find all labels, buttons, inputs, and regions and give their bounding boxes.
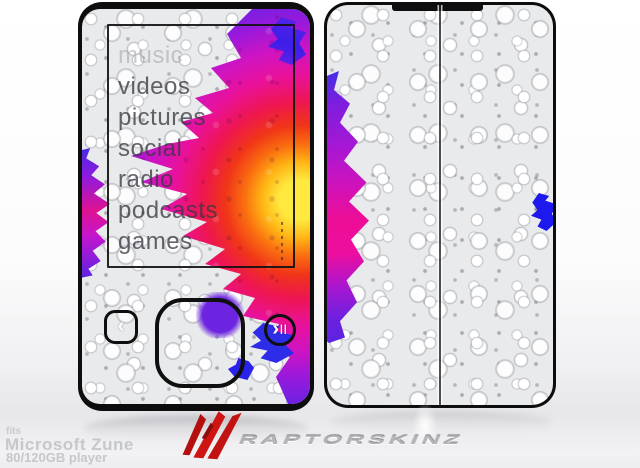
front-skin-splatter: music videos pictures social radio podca…: [82, 9, 310, 404]
zune-menu: music videos pictures social radio podca…: [109, 26, 293, 257]
back-chevron-icon: ‹: [117, 314, 125, 337]
zune-front-device: music videos pictures social radio podca…: [78, 2, 314, 411]
zune-control-pad: [155, 298, 245, 388]
paint-blob-left-edge: [82, 148, 110, 278]
wraptorskinz-logo: RAPTORSKINZ: [180, 409, 510, 467]
menu-item-videos: videos: [118, 73, 191, 100]
back-skin-panels: [324, 2, 556, 408]
menu-item-podcasts: podcasts: [118, 197, 219, 224]
back-skin-splatter: [327, 5, 553, 405]
menu-item-games: games: [118, 228, 193, 255]
wraptorskinz-logo-text: RAPTORSKINZ: [236, 433, 467, 447]
panel-top-notch: [392, 5, 483, 11]
zune-play-pause-button: › ||: [264, 314, 296, 346]
menu-item-pictures: pictures: [118, 104, 207, 131]
zune-back-button: ‹: [104, 310, 138, 344]
play-icon: ›: [272, 317, 280, 340]
wraptorskinz-w-mark-icon: [182, 411, 242, 460]
side-marking: [281, 222, 283, 264]
fits-label: fits: [6, 426, 21, 437]
zune-screen: music videos pictures social radio podca…: [107, 24, 295, 268]
menu-item-radio: radio: [118, 166, 174, 193]
panel-paint-blob-blue: [531, 193, 553, 231]
device-name-label: Microsoft Zune: [5, 435, 134, 454]
menu-item-social: social: [118, 135, 183, 162]
pause-icon: ||: [280, 324, 288, 335]
device-spec-label: 80/120GB player: [6, 450, 108, 465]
menu-item-music: music: [118, 42, 184, 69]
panel-divider: [439, 5, 441, 405]
highlight-streak: [407, 400, 443, 464]
panel-paint-splash-left: [327, 71, 369, 343]
